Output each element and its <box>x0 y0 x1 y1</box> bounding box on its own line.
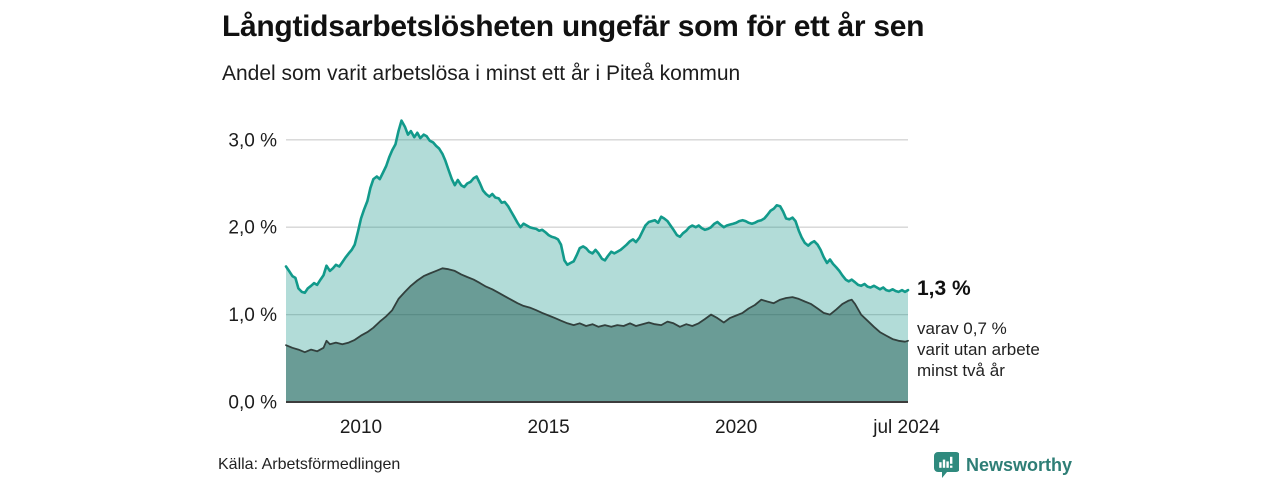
y-tick-label: 0,0 % <box>228 393 277 414</box>
area-fill-series-1 <box>286 120 908 402</box>
newsworthy-logo: Newsworthy <box>934 451 1072 479</box>
secondary-line-3: minst två år <box>917 361 1005 380</box>
x-tick-label: 2015 <box>527 417 569 438</box>
y-tick-label: 1,0 % <box>228 305 277 326</box>
line-series-2 <box>285 267 909 354</box>
source-note: Källa: Arbetsförmedlingen <box>218 456 401 473</box>
area-fill-series-2 <box>286 268 908 402</box>
secondary-line-2: varit utan arbete <box>917 340 1040 359</box>
x-tick-label: 2020 <box>715 417 757 438</box>
chart-subtitle: Andel som varit arbetslösa i minst ett å… <box>222 62 741 85</box>
line-series-1 <box>284 119 910 295</box>
y-tick-label: 3,0 % <box>228 130 277 151</box>
chart-title: Långtidsarbetslösheten ungefär som för e… <box>222 10 925 43</box>
x-tick-label: jul 2024 <box>872 417 940 438</box>
end-value-label-total: 1,3 % <box>917 277 971 300</box>
x-tick-label: 2010 <box>340 417 382 438</box>
y-tick-label: 2,0 % <box>228 218 277 239</box>
end-value-label-secondary: varav 0,7 % varit utan arbete minst två … <box>917 318 1040 381</box>
newsworthy-bubble-icon <box>934 451 960 479</box>
secondary-line-1: varav 0,7 % <box>917 319 1007 338</box>
newsworthy-wordmark: Newsworthy <box>966 454 1073 475</box>
